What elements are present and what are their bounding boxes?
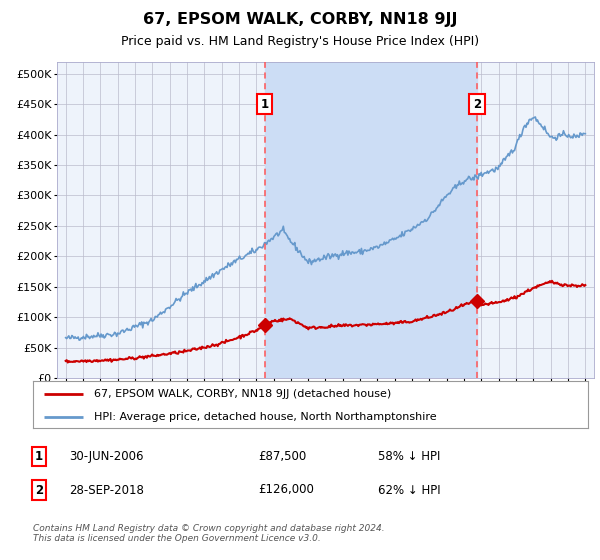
Text: 2: 2	[35, 483, 43, 497]
Text: £87,500: £87,500	[258, 450, 306, 463]
Text: 1: 1	[261, 97, 269, 111]
Text: 28-SEP-2018: 28-SEP-2018	[69, 483, 144, 497]
Text: 67, EPSOM WALK, CORBY, NN18 9JJ (detached house): 67, EPSOM WALK, CORBY, NN18 9JJ (detache…	[94, 389, 391, 399]
Text: Contains HM Land Registry data © Crown copyright and database right 2024.
This d: Contains HM Land Registry data © Crown c…	[33, 524, 385, 543]
Text: 30-JUN-2006: 30-JUN-2006	[69, 450, 143, 463]
Text: 58% ↓ HPI: 58% ↓ HPI	[378, 450, 440, 463]
Text: Price paid vs. HM Land Registry's House Price Index (HPI): Price paid vs. HM Land Registry's House …	[121, 35, 479, 49]
Text: 1: 1	[35, 450, 43, 463]
Bar	[265, 62, 477, 378]
Text: 2: 2	[473, 97, 481, 111]
Text: 62% ↓ HPI: 62% ↓ HPI	[378, 483, 440, 497]
Text: HPI: Average price, detached house, North Northamptonshire: HPI: Average price, detached house, Nort…	[94, 412, 437, 422]
Text: £126,000: £126,000	[258, 483, 314, 497]
Text: 67, EPSOM WALK, CORBY, NN18 9JJ: 67, EPSOM WALK, CORBY, NN18 9JJ	[143, 12, 457, 27]
